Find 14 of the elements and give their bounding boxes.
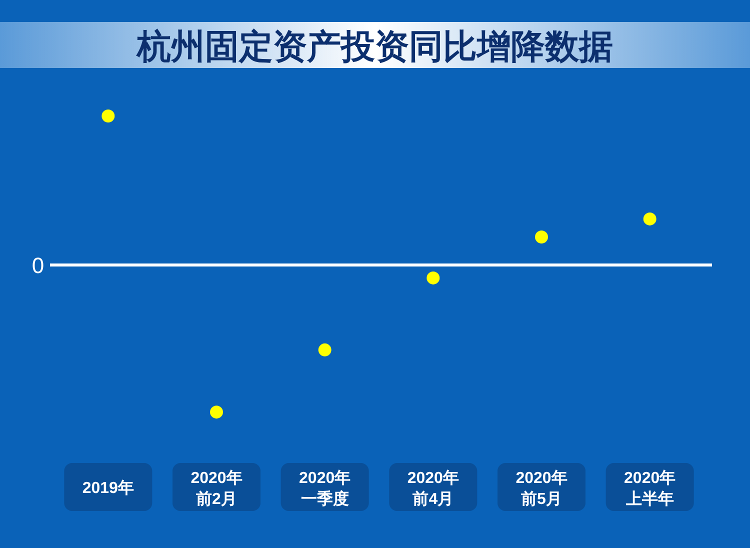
x-tick-label: 2020年前4月 [407, 469, 459, 508]
chart-title: 杭州固定资产投资同比增降数据 [135, 28, 613, 66]
point [535, 230, 548, 244]
point [318, 343, 332, 356]
point [426, 271, 440, 284]
x-tick-label: 2020年上半年 [624, 469, 676, 508]
x-tick-label: 2020年前2月 [190, 469, 242, 508]
point [210, 406, 223, 419]
x-tick-label: 2020年前5月 [516, 469, 568, 508]
point [102, 110, 115, 122]
x-tick-label: 2020年一季度 [299, 469, 351, 508]
point [643, 212, 656, 226]
x-tick-label: 2019年 [82, 479, 134, 497]
ref-line-label: 0 [32, 253, 44, 278]
